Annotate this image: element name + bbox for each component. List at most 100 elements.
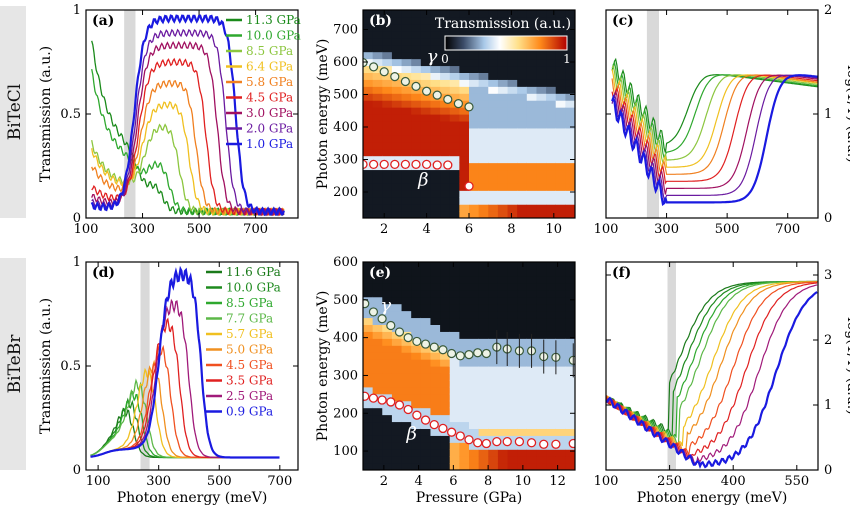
heatmap-cell: [391, 338, 403, 346]
heatmap-cell: [478, 155, 489, 164]
gamma-marker: [429, 342, 439, 352]
heatmap-cell: [565, 65, 575, 73]
heatmap-cell: [391, 372, 403, 381]
heatmap-cell: [391, 10, 403, 18]
heatmap-cell: [488, 442, 499, 450]
heatmap-cell: [420, 421, 432, 429]
heatmap-cell: [526, 30, 538, 39]
heatmap-cell: [536, 23, 547, 32]
x-tick-label: 4: [422, 222, 430, 237]
heatmap-cell: [411, 366, 422, 374]
heatmap-cell: [565, 16, 575, 25]
heatmap-cell: [517, 310, 528, 319]
heatmap-cell: [363, 317, 374, 325]
heatmap-cell: [497, 310, 509, 319]
heatmap-cell: [363, 30, 374, 39]
heatmap-cell: [372, 23, 383, 32]
heatmap-cell: [440, 414, 451, 423]
heatmap-cell: [497, 359, 509, 367]
heatmap-cell: [536, 100, 547, 108]
series-line: [606, 281, 818, 456]
series-group: [611, 57, 818, 207]
heatmap-cell: [440, 100, 451, 108]
heatmap-cell: [507, 372, 518, 381]
heatmap-cell: [382, 331, 393, 339]
heatmap-cell: [459, 93, 470, 101]
y-tick-label: 2: [824, 3, 832, 18]
heatmap-cell: [517, 275, 528, 284]
heatmap-cell: [372, 86, 383, 94]
heatmap-cell: [507, 366, 518, 374]
heatmap-cell: [546, 148, 557, 157]
heatmap-cell: [430, 204, 441, 212]
heatmap-cell: [449, 58, 460, 67]
heatmap-cell: [449, 134, 460, 143]
heatmap-cell: [536, 204, 547, 212]
heatmap-cell: [469, 30, 480, 39]
heatmap-cell: [478, 303, 489, 312]
series-line: [90, 14, 285, 217]
panel-label: (b): [369, 13, 392, 29]
heatmap-cell: [469, 366, 480, 374]
x-tick-label: 500: [715, 222, 740, 237]
heatmap-cell: [536, 296, 547, 305]
heatmap-cell: [391, 169, 403, 177]
heatmap-cell: [363, 275, 374, 284]
heatmap-cell: [469, 317, 480, 325]
heatmap-cell: [497, 107, 509, 115]
heatmap-cell: [420, 456, 432, 464]
heatmap-cell: [363, 400, 374, 409]
beta-marker: [421, 159, 432, 170]
heatmap-cell: [459, 190, 470, 198]
heatmap-cell: [430, 414, 441, 423]
heatmap-cell: [565, 421, 575, 429]
heatmap-cell: [555, 169, 566, 177]
colorbar-tick: 1: [563, 52, 571, 66]
heatmap-cell: [478, 262, 489, 270]
gamma-marker: [369, 62, 379, 72]
heatmap-cell: [430, 352, 441, 360]
heatmap-cell: [507, 379, 518, 388]
heatmap-cell: [517, 183, 528, 191]
heatmap-cell: [459, 127, 470, 136]
heatmap-cell: [536, 58, 547, 67]
heatmap-cell: [497, 421, 509, 429]
heatmap-cell: [430, 282, 441, 291]
heatmap-cell: [526, 204, 538, 212]
heatmap-cell: [546, 310, 557, 319]
heatmap-cell: [469, 190, 480, 198]
heatmap-cell: [546, 10, 557, 18]
heatmap-cell: [469, 393, 480, 402]
heatmap-cell: [555, 275, 566, 284]
heatmap-cell: [401, 114, 412, 122]
heatmap-cell: [536, 127, 547, 136]
heatmap-cell: [391, 310, 403, 319]
heatmap-cell: [440, 275, 451, 284]
heatmap-cell: [420, 379, 432, 388]
heatmap-cell: [420, 442, 432, 450]
heatmap-cell: [449, 211, 460, 218]
heatmap-cell: [449, 141, 460, 150]
heatmap-cell: [363, 141, 374, 150]
heatmap-cell: [488, 317, 499, 325]
heatmap-cell: [478, 435, 489, 443]
heatmap-cell: [507, 456, 518, 464]
heatmap-cell: [497, 407, 509, 416]
heatmap-cell: [440, 366, 451, 374]
heatmap-cell: [440, 442, 451, 450]
heatmap-cell: [555, 442, 566, 450]
heatmap-cell: [411, 51, 422, 60]
heatmap-cell: [363, 44, 374, 53]
heatmap-cell: [372, 289, 383, 298]
heatmap-cell: [497, 366, 509, 374]
heatmap-cell: [526, 93, 538, 101]
heatmap-cell: [440, 435, 451, 443]
x-tick-label: 250: [657, 474, 682, 489]
heatmap-cell: [469, 211, 480, 218]
heatmap-cell: [440, 197, 451, 205]
heatmap-cell: [507, 10, 518, 18]
heatmap-cell: [430, 310, 441, 319]
heatmap-cell: [507, 107, 518, 115]
heatmap-cell: [517, 414, 528, 423]
heatmap-cell: [411, 442, 422, 450]
